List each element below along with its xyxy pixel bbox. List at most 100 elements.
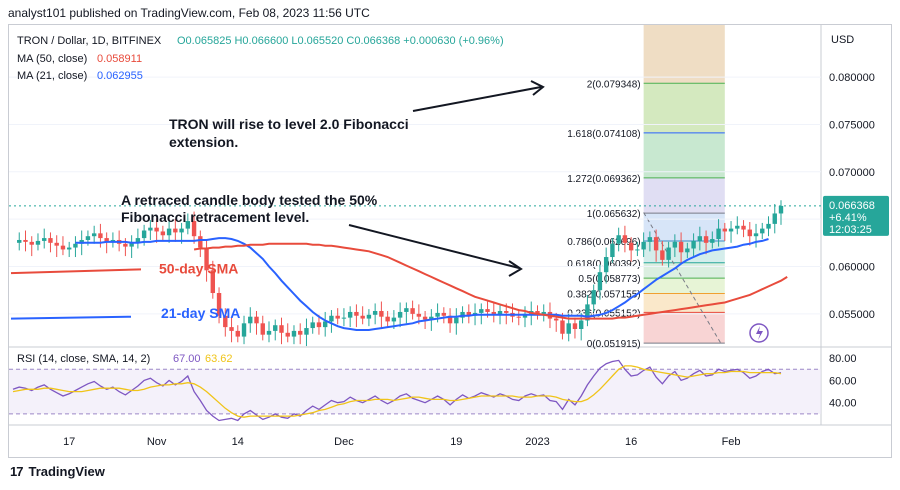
candle-body <box>691 240 696 249</box>
rsi-value: 67.00 <box>173 353 201 365</box>
candle-body <box>641 241 646 250</box>
candle-body <box>491 311 496 315</box>
candle-body <box>279 325 284 333</box>
candle-body <box>260 323 265 335</box>
candle-body <box>173 228 178 233</box>
fib-level-label: 0.5(0.058773) <box>578 274 640 285</box>
candle-body <box>104 238 109 242</box>
candle-body <box>304 328 309 335</box>
candle-body <box>241 323 247 337</box>
candle-body <box>753 233 759 237</box>
price-tag-countdown: 12:03:25 <box>829 224 872 236</box>
candle-body <box>441 312 447 316</box>
candle-body <box>347 311 353 318</box>
candle-body <box>223 315 228 328</box>
fib-level-label: 1.272(0.069362) <box>567 174 640 185</box>
candle-body <box>404 308 409 312</box>
ma21-line <box>75 237 769 331</box>
candle-body <box>635 249 640 251</box>
tradingview-logo-icon: 17 <box>10 464 24 479</box>
candle-body <box>728 228 734 232</box>
candle-body <box>560 320 565 334</box>
candle-body <box>422 316 428 320</box>
fib-zone <box>643 213 725 241</box>
fib-level-label: 1.618(0.074108) <box>567 129 640 140</box>
candle-body <box>466 311 472 316</box>
ma21-legend-value: 0.062955 <box>97 70 143 82</box>
fib-zone <box>643 262 725 279</box>
tradingview-footer[interactable]: 17 TradingView <box>10 464 105 479</box>
publish-info: analyst101 published on TradingView.com,… <box>8 6 370 20</box>
candle-body <box>179 228 184 233</box>
fib-level-label: 0.382(0.057155) <box>567 289 640 300</box>
annotation-arrow-2-head <box>508 260 523 277</box>
annotation-retrace-line2: Fibonacci retracement level. <box>121 209 309 225</box>
ohlc-values: O0.065825 H0.066600 L0.065520 C0.066368 … <box>177 35 504 47</box>
rsi-sma-value: 63.62 <box>205 353 233 365</box>
candle-body <box>235 330 240 337</box>
fib-zone <box>643 25 725 84</box>
ma21-legend-label: MA (21, close) <box>17 70 87 82</box>
candle-body <box>129 242 134 247</box>
ma50-label-line <box>10 268 142 275</box>
time-tick-label: 14 <box>232 436 244 448</box>
candle-body <box>273 325 278 331</box>
candle-body <box>66 247 72 250</box>
candle-body <box>91 233 97 237</box>
candle-body <box>216 293 222 316</box>
candlestick-chart[interactable]: 0(0.051915)0.236(0.055152)0.382(0.057155… <box>9 25 891 457</box>
ma50-label: 50-day SMA <box>159 260 238 276</box>
candle-body <box>310 322 315 329</box>
rsi-tick-label: 60.00 <box>829 375 857 387</box>
candle-body <box>141 230 147 239</box>
candle-body <box>23 239 28 242</box>
candle-body <box>35 240 41 245</box>
candle-body <box>329 315 334 322</box>
candle-body <box>29 241 34 245</box>
candle-body <box>391 317 397 322</box>
candle-body <box>660 250 665 260</box>
time-tick-label: 17 <box>63 436 75 448</box>
candle-body <box>772 213 777 224</box>
rsi-label: RSI (14, close, SMA, 14, 2) <box>17 353 150 365</box>
candle-body <box>341 317 347 319</box>
candle-body <box>535 311 540 314</box>
symbol-title: TRON / Dollar, 1D, BITFINEX <box>17 35 162 47</box>
candle-body <box>497 311 503 315</box>
candle-body <box>229 327 234 331</box>
annotation-arrow-2 <box>348 224 520 269</box>
price-tick-label: 0.070000 <box>829 167 875 179</box>
candle-body <box>722 228 728 232</box>
candle-body <box>435 312 440 317</box>
candle-body <box>385 316 390 322</box>
rsi-tick-label: 80.00 <box>829 353 857 365</box>
price-tag-box <box>823 195 889 236</box>
candle-body <box>291 330 297 337</box>
rsi-sma-line <box>12 365 782 418</box>
candle-body <box>616 235 621 244</box>
candle-body <box>454 317 459 324</box>
candle-body <box>710 239 715 243</box>
candle-body <box>48 238 53 243</box>
ma50-legend-value: 0.058911 <box>97 53 142 65</box>
candle-body <box>322 321 328 328</box>
candle-body <box>148 227 153 231</box>
candle-body <box>191 221 197 237</box>
candle-body <box>603 257 609 273</box>
tradingview-brand: TradingView <box>28 464 105 479</box>
candle-body <box>747 229 752 237</box>
candle-body <box>248 316 253 324</box>
ma21-label: 21-day SMA <box>161 305 240 321</box>
candle-body <box>778 205 784 214</box>
time-tick-label: Dec <box>334 436 354 448</box>
candle-body <box>410 308 415 314</box>
candle-body <box>360 315 365 319</box>
candle-body <box>98 233 103 239</box>
candle-body <box>479 309 484 313</box>
candle-body <box>622 235 628 243</box>
candle-body <box>416 313 422 317</box>
fib-level-label: 1(0.065632) <box>587 209 641 220</box>
candle-body <box>447 315 453 324</box>
candle-body <box>135 238 141 243</box>
candle-body <box>541 311 546 314</box>
